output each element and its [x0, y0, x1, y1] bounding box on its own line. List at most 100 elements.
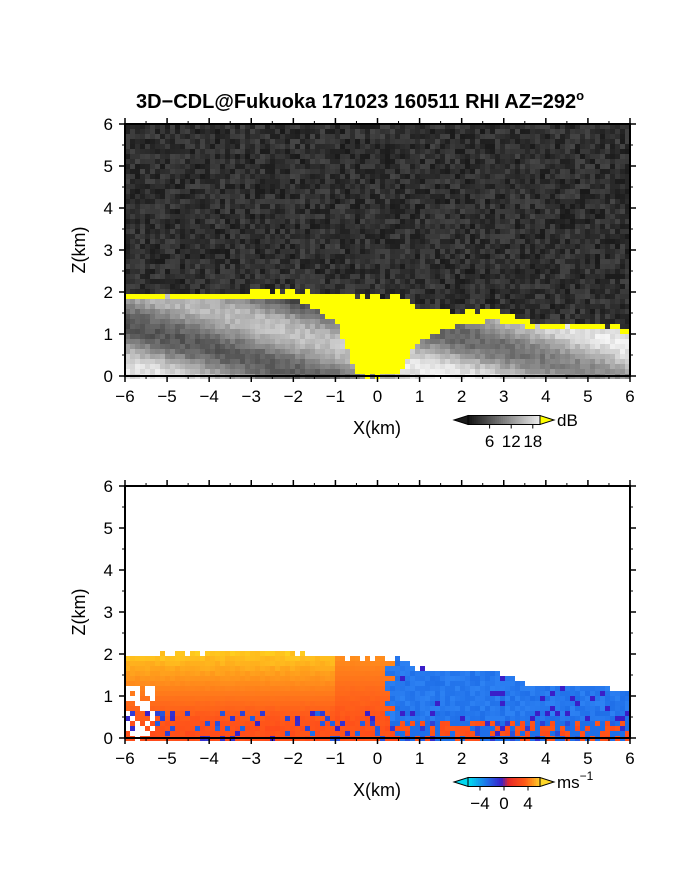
snr-cell	[420, 304, 425, 309]
snr-cell	[305, 184, 310, 189]
snr-cell	[340, 364, 345, 369]
snr-cell	[335, 234, 340, 239]
snr-cell	[295, 289, 300, 294]
snr-cell	[370, 309, 375, 314]
snr-cell	[170, 254, 175, 259]
snr-cell	[295, 229, 300, 234]
snr-cell	[435, 209, 440, 214]
snr-cell	[250, 149, 255, 154]
snr-cell	[155, 154, 160, 159]
snr-cell	[560, 214, 565, 219]
snr-cell	[175, 164, 180, 169]
snr-cell	[365, 199, 370, 204]
snr-cell	[155, 149, 160, 154]
snr-cell	[145, 289, 150, 294]
snr-cell	[330, 194, 335, 199]
snr-cell	[315, 234, 320, 239]
snr-cell	[585, 319, 590, 324]
snr-cell	[585, 334, 590, 339]
snr-cell	[175, 259, 180, 264]
snr-cell	[390, 219, 395, 224]
snr-cell	[550, 174, 555, 179]
snr-cell	[410, 254, 415, 259]
snr-cell	[290, 369, 295, 374]
snr-cell	[405, 234, 410, 239]
snr-cell	[155, 274, 160, 279]
snr-cell	[465, 304, 470, 309]
snr-cell	[340, 184, 345, 189]
snr-cell	[405, 214, 410, 219]
snr-cell	[320, 129, 325, 134]
snr-cell	[625, 264, 630, 269]
snr-cell	[320, 144, 325, 149]
snr-cell	[230, 249, 235, 254]
snr-cell	[235, 274, 240, 279]
snr-cell	[315, 199, 320, 204]
snr-cell	[530, 289, 535, 294]
snr-cell	[495, 164, 500, 169]
snr-cell	[170, 359, 175, 364]
snr-cell	[540, 269, 545, 274]
snr-cell	[425, 334, 430, 339]
snr-cell	[395, 174, 400, 179]
snr-cell	[300, 149, 305, 154]
snr-cell	[490, 174, 495, 179]
snr-cell	[205, 309, 210, 314]
snr-cell	[215, 159, 220, 164]
snr-cell	[430, 309, 435, 314]
snr-cell	[495, 124, 500, 129]
snr-cell	[370, 159, 375, 164]
snr-cell	[165, 259, 170, 264]
snr-cell	[305, 359, 310, 364]
snr-cell	[245, 359, 250, 364]
snr-cell	[215, 334, 220, 339]
snr-cell	[505, 239, 510, 244]
snr-cell	[325, 134, 330, 139]
snr-cell	[435, 124, 440, 129]
snr-cell	[375, 334, 380, 339]
snr-cell	[300, 289, 305, 294]
snr-cell	[415, 249, 420, 254]
snr-cell	[245, 229, 250, 234]
snr-cell	[270, 294, 275, 299]
snr-cell	[435, 269, 440, 274]
snr-cell	[200, 304, 205, 309]
snr-cell	[580, 194, 585, 199]
snr-cell	[415, 329, 420, 334]
snr-cell	[600, 349, 605, 354]
snr-cell	[330, 219, 335, 224]
snr-cell	[135, 294, 140, 299]
snr-cell	[395, 314, 400, 319]
snr-cell	[150, 169, 155, 174]
snr-cell	[300, 139, 305, 144]
snr-cell	[505, 124, 510, 129]
snr-cell	[180, 189, 185, 194]
snr-cell	[500, 184, 505, 189]
snr-cell	[480, 339, 485, 344]
snr-cell	[140, 189, 145, 194]
snr-cell	[480, 294, 485, 299]
snr-cell	[435, 359, 440, 364]
snr-cell	[215, 169, 220, 174]
snr-cell	[395, 184, 400, 189]
snr-cell	[150, 234, 155, 239]
snr-cell	[590, 314, 595, 319]
snr-cell	[135, 209, 140, 214]
snr-cell	[400, 264, 405, 269]
snr-cell	[180, 154, 185, 159]
snr-cell	[275, 269, 280, 274]
snr-cell	[320, 194, 325, 199]
snr-cell	[555, 294, 560, 299]
snr-cell	[510, 169, 515, 174]
snr-cell	[290, 319, 295, 324]
snr-cell	[585, 164, 590, 169]
snr-cell	[590, 324, 595, 329]
snr-cell	[495, 309, 500, 314]
snr-cell	[375, 304, 380, 309]
snr-cell	[245, 244, 250, 249]
snr-cell	[515, 159, 520, 164]
snr-cell	[385, 364, 390, 369]
snr-cell	[545, 349, 550, 354]
snr-cell	[455, 229, 460, 234]
snr-cell	[375, 229, 380, 234]
